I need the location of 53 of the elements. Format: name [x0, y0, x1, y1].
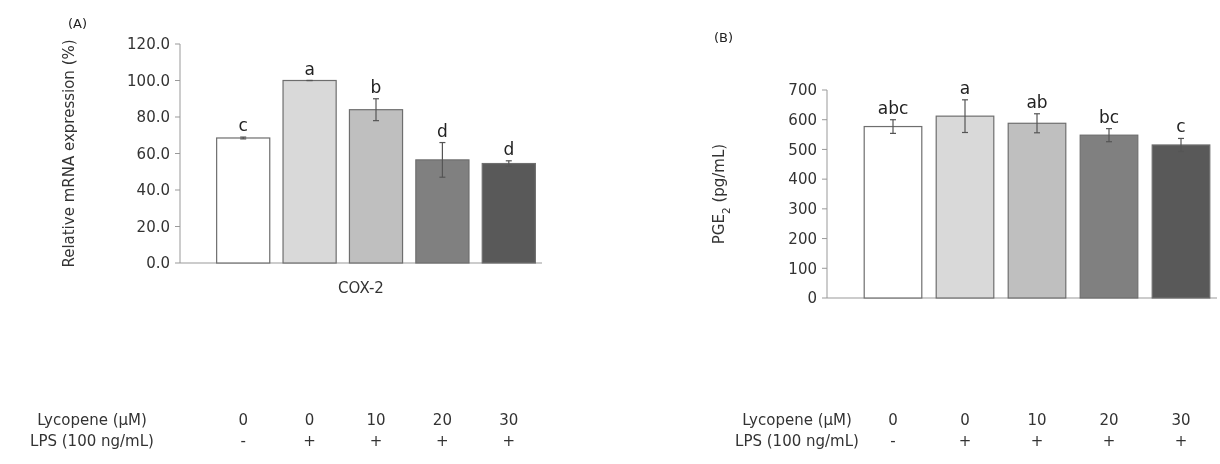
text: +: [1102, 432, 1116, 450]
text: Lycopene (μM): [37, 411, 147, 429]
text: +: [1030, 432, 1044, 450]
annotation: c: [1176, 116, 1186, 137]
text: 0: [960, 411, 970, 429]
y-tick-label: 0: [807, 289, 817, 308]
y-tick-label: 600: [788, 110, 817, 129]
text: 30: [1171, 411, 1191, 429]
text: +: [502, 432, 516, 450]
text: -: [240, 432, 246, 450]
text: 10: [366, 411, 386, 429]
text: 0: [238, 411, 248, 429]
text: 20: [432, 411, 452, 429]
text: +: [958, 432, 972, 450]
annotation: c: [238, 115, 248, 136]
x-axis-title: COX-2: [338, 279, 384, 297]
annotation: d: [437, 120, 448, 141]
text: +: [436, 432, 449, 450]
y-tick-label: 60.0: [136, 144, 170, 163]
text: Lycopene (μM): [742, 411, 852, 429]
y-tick-label: 20.0: [136, 217, 170, 236]
text: 0: [304, 411, 315, 429]
y-tick-label: 500: [788, 140, 817, 159]
text: LPS (100 ng/mL): [30, 432, 154, 450]
annotation: b: [370, 76, 382, 97]
annotation: bc: [1098, 106, 1120, 127]
chart-title: (A): [68, 16, 88, 31]
y-tick-label: 40.0: [136, 181, 170, 200]
y-tick-label: 0.0: [146, 254, 170, 273]
text: 30: [499, 411, 519, 429]
text: 20: [1099, 411, 1119, 429]
annotation: d: [503, 138, 515, 159]
y-tick-label: 700: [788, 81, 817, 100]
annotation: a: [959, 77, 971, 98]
text: +: [369, 432, 383, 450]
y-tick-label: 400: [788, 170, 817, 189]
y-tick-label: 100: [788, 259, 817, 278]
chart-title: (B): [714, 30, 734, 45]
annotation: a: [304, 58, 315, 79]
y-tick-label: 200: [788, 229, 817, 248]
text: +: [1174, 432, 1188, 450]
text: +: [303, 432, 316, 450]
y-tick-label: 300: [788, 200, 817, 219]
annotation: abc: [877, 97, 909, 118]
text: 0: [888, 411, 898, 429]
y-tick-label: 80.0: [136, 108, 170, 127]
text: -: [890, 432, 896, 450]
y-axis-title: Relative mRNA expression (%): [60, 39, 78, 268]
text: 10: [1027, 411, 1047, 429]
annotation: ab: [1026, 91, 1048, 112]
y-tick-label: 120.0: [127, 35, 170, 54]
text: LPS (100 ng/mL): [735, 432, 859, 450]
y-tick-label: 100.0: [127, 71, 170, 90]
